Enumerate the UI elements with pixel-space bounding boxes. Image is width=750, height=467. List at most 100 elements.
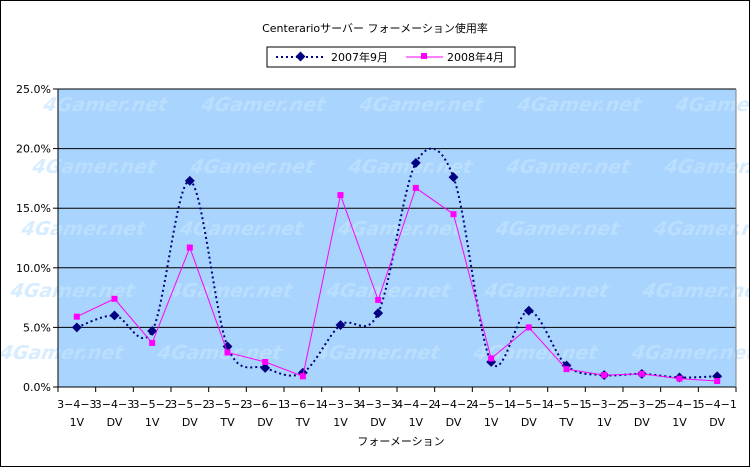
y-tick-label: 5.0% bbox=[23, 321, 51, 334]
data-point bbox=[186, 244, 193, 251]
x-tick-label-variant: 1V bbox=[145, 416, 160, 429]
plot-area: 4Gamer.net 4Gamer.net 4Gamer.net 4Gamer.net… bbox=[1, 88, 749, 387]
x-tick-label-variant: 1V bbox=[597, 416, 612, 429]
watermark-text: 4Gamer.net bbox=[324, 279, 453, 302]
x-axis-title: フォーメーション bbox=[357, 435, 444, 448]
y-tick-label: 20.0% bbox=[16, 143, 51, 156]
x-tick-label-formation: 3−5−2 bbox=[170, 398, 209, 411]
watermark-text: 4Gamer.net bbox=[493, 217, 622, 240]
x-tick-label-variant: DV bbox=[709, 416, 725, 429]
x-tick-label-variant: 1V bbox=[70, 416, 85, 429]
data-point bbox=[412, 184, 419, 191]
watermark-text: 4Gamer.net bbox=[188, 155, 317, 178]
data-point bbox=[147, 326, 158, 336]
legend-label-2008: 2008年4月 bbox=[447, 50, 504, 64]
x-tick-label-variant: 1V bbox=[333, 416, 348, 429]
watermark-text: 4Gamer.net bbox=[651, 217, 749, 240]
data-point bbox=[638, 370, 645, 377]
x-tick-label-formation: 4−3−3 bbox=[321, 398, 360, 411]
x-tick-label-variant: DV bbox=[182, 416, 198, 429]
data-point bbox=[410, 157, 421, 168]
x-tick-label-formation: 5−4−1 bbox=[660, 398, 699, 411]
axes: 0.0% 5.0% 10.0% 15.0% 20.0% 25.0% 3−4−3 1V 3−4−3… bbox=[16, 83, 737, 429]
legend-label-2007: 2007年9月 bbox=[331, 50, 388, 64]
watermark-text: 4Gamer.net bbox=[335, 217, 464, 240]
x-tick-label-formation: 3−4−3 bbox=[95, 398, 134, 411]
data-point bbox=[260, 362, 271, 373]
series-line bbox=[76, 147, 718, 379]
x-tick-label-variant: DV bbox=[257, 416, 273, 429]
watermark-text: 4Gamer.net bbox=[166, 279, 295, 302]
watermark-text: 4Gamer.net bbox=[515, 93, 644, 116]
y-tick-label: 25.0% bbox=[16, 83, 51, 96]
data-point bbox=[262, 358, 269, 365]
watermark-text: 4Gamer.net bbox=[8, 279, 137, 302]
x-tick-label-variant: DV bbox=[107, 416, 123, 429]
data-point bbox=[448, 172, 459, 183]
watermark-text: 4Gamer.net bbox=[19, 217, 148, 240]
data-point bbox=[337, 192, 344, 199]
data-point bbox=[714, 378, 721, 385]
data-point bbox=[184, 175, 195, 186]
watermark-text: 4Gamer.net bbox=[199, 93, 328, 116]
x-tick-label-variant: DV bbox=[446, 416, 462, 429]
data-point bbox=[299, 373, 306, 380]
watermark-text: 4Gamer.net bbox=[357, 93, 486, 116]
chart-title: Centerarioサーバー フォーメーション使用率 bbox=[262, 21, 488, 35]
data-point bbox=[149, 339, 156, 346]
data-point bbox=[335, 320, 346, 330]
legend-box bbox=[266, 46, 516, 68]
plot-background bbox=[58, 89, 736, 387]
x-tick-label-variant: DV bbox=[521, 416, 537, 429]
watermark-text: 4Gamer.net bbox=[504, 155, 633, 178]
x-tick-label-variant: 1V bbox=[672, 416, 687, 429]
x-tick-label-formation: 4−5−1 bbox=[471, 398, 510, 411]
x-tick-label-formation: 5−4−1 bbox=[697, 398, 736, 411]
legend: 2007年9月 2008年4月 bbox=[266, 46, 516, 68]
x-tick-label-variant: DV bbox=[634, 416, 650, 429]
watermark-text: 4Gamer.net bbox=[177, 217, 306, 240]
watermark-text: 4Gamer.net bbox=[313, 341, 442, 364]
x-tick-label-variant: TV bbox=[295, 416, 311, 429]
watermark: 4Gamer.net 4Gamer.net 4Gamer.net 4Gamer.net… bbox=[1, 93, 749, 364]
x-tick-label-formation: 4−4−2 bbox=[396, 398, 435, 411]
x-tick-label-formation: 3−6−1 bbox=[245, 398, 284, 411]
watermark-text: 4Gamer.net bbox=[30, 155, 159, 178]
data-point bbox=[523, 305, 534, 316]
data-point bbox=[676, 375, 683, 382]
x-tick-label-formation: 3−6−1 bbox=[283, 398, 322, 411]
watermark-text: 4Gamer.net bbox=[346, 155, 475, 178]
data-point bbox=[373, 308, 384, 319]
data-point bbox=[375, 296, 382, 303]
legend-marker-2008 bbox=[421, 53, 427, 59]
x-tick-label-formation: 3−5−2 bbox=[132, 398, 171, 411]
x-tick-label-formation: 4−5−1 bbox=[509, 398, 548, 411]
series-2008 bbox=[73, 184, 721, 385]
x-tick-label-formation: 3−4−3 bbox=[57, 398, 96, 411]
x-tick-label-formation: 3−5−2 bbox=[208, 398, 247, 411]
data-point bbox=[601, 372, 608, 379]
x-tick-label-formation: 4−4−2 bbox=[434, 398, 473, 411]
y-tick-label: 15.0% bbox=[16, 202, 51, 215]
x-tick-label-formation: 5−3−2 bbox=[584, 398, 623, 411]
series-line bbox=[76, 187, 718, 382]
data-point bbox=[111, 295, 118, 302]
data-point bbox=[488, 355, 495, 362]
watermark-text: 4Gamer.net bbox=[1, 341, 126, 364]
data-point bbox=[525, 324, 532, 331]
watermark-text: 4Gamer.net bbox=[482, 279, 611, 302]
watermark-text: 4Gamer.net bbox=[662, 155, 749, 178]
x-tick-label-variant: 1V bbox=[409, 416, 424, 429]
watermark-text: 4Gamer.net bbox=[629, 341, 749, 364]
x-tick-label-variant: TV bbox=[219, 416, 235, 429]
x-tick-label-variant: DV bbox=[370, 416, 386, 429]
watermark-text: 4Gamer.net bbox=[640, 279, 749, 302]
data-point bbox=[73, 313, 80, 320]
data-point bbox=[224, 349, 231, 356]
watermark-text: 4Gamer.net bbox=[673, 93, 749, 116]
watermark-text: 4Gamer.net bbox=[41, 93, 170, 116]
data-point bbox=[450, 211, 457, 218]
data-point bbox=[563, 366, 570, 373]
